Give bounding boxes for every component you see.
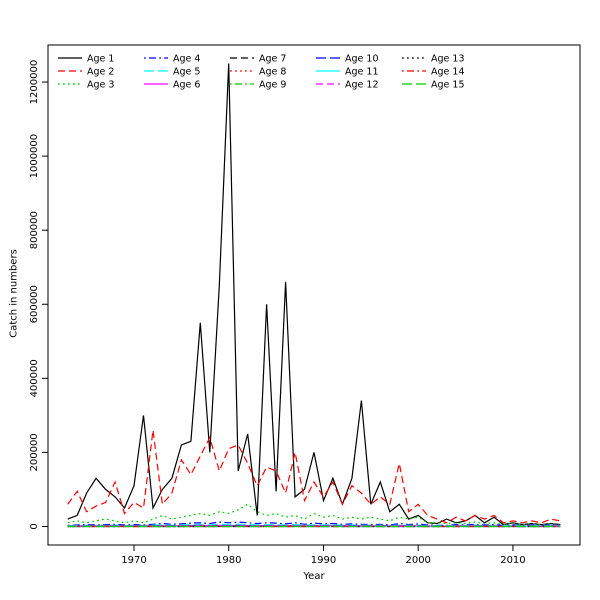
legend-entry-age-7: Age 7 — [230, 54, 286, 65]
y-tick-label: 200000 — [29, 433, 40, 471]
legend-entry-age-11: Age 11 — [316, 67, 378, 78]
legend-entry-age-1: Age 1 — [58, 54, 114, 65]
legend-label: Age 5 — [173, 67, 200, 78]
x-tick-label: 1970 — [121, 555, 146, 566]
y-axis: 0 200000 400000 600000 800000 1000000 1200000 — [29, 60, 48, 530]
legend-label: Age 4 — [173, 54, 200, 65]
legend-label: Age 2 — [87, 67, 114, 78]
legend-label: Age 15 — [431, 80, 464, 91]
y-tick-label: 800000 — [29, 211, 40, 249]
series-line-age-1 — [67, 63, 561, 526]
y-tick-label: 400000 — [29, 359, 40, 397]
legend-label: Age 7 — [259, 54, 286, 65]
legend-label: Age 9 — [259, 80, 286, 91]
series-line-age-4 — [67, 521, 561, 527]
legend-entry-age-6: Age 6 — [144, 80, 200, 91]
y-tick-label: 1000000 — [29, 134, 40, 179]
series-line-age-2 — [67, 430, 561, 524]
legend-entry-age-4: Age 4 — [144, 54, 200, 65]
legend-entry-age-8: Age 8 — [230, 67, 286, 78]
legend-label: Age 10 — [345, 54, 378, 65]
legend-entry-age-14: Age 14 — [402, 67, 464, 78]
x-tick-label: 2000 — [405, 555, 430, 566]
x-tick-label: 2010 — [500, 555, 525, 566]
x-tick-label: 1990 — [311, 555, 336, 566]
x-axis: 1970 1980 1990 2000 2010 — [121, 545, 526, 566]
legend: Age 1 Age 2 Age 3 Age 4 Age 5 Age 6 Age 7 Age 8… — [58, 54, 464, 91]
legend-label: Age 11 — [345, 67, 378, 78]
y-tick-label: 1200000 — [29, 60, 40, 105]
y-tick-label: 600000 — [29, 285, 40, 323]
legend-label: Age 8 — [259, 67, 286, 78]
series-line-age-3 — [67, 503, 561, 526]
x-tick-label: 1980 — [216, 555, 241, 566]
legend-label: Age 1 — [87, 54, 114, 65]
legend-entry-age-10: Age 10 — [316, 54, 378, 65]
legend-label: Age 14 — [431, 67, 464, 78]
legend-entry-age-3: Age 3 — [58, 80, 114, 91]
legend-label: Age 13 — [431, 54, 464, 65]
legend-label: Age 12 — [345, 80, 378, 91]
legend-entry-age-15: Age 15 — [402, 80, 464, 91]
y-axis-label: Catch in numbers — [8, 249, 20, 338]
legend-entry-age-13: Age 13 — [402, 54, 464, 65]
legend-label: Age 6 — [173, 80, 200, 91]
x-axis-label: Year — [303, 571, 325, 582]
y-tick-label: 0 — [29, 523, 40, 529]
legend-label: Age 3 — [87, 80, 114, 91]
legend-entry-age-9: Age 9 — [230, 80, 286, 91]
legend-entry-age-12: Age 12 — [316, 80, 378, 91]
plot-box — [47, 44, 581, 546]
legend-entry-age-5: Age 5 — [144, 67, 200, 78]
legend-entry-age-2: Age 2 — [58, 67, 114, 78]
series-lines — [67, 63, 561, 528]
